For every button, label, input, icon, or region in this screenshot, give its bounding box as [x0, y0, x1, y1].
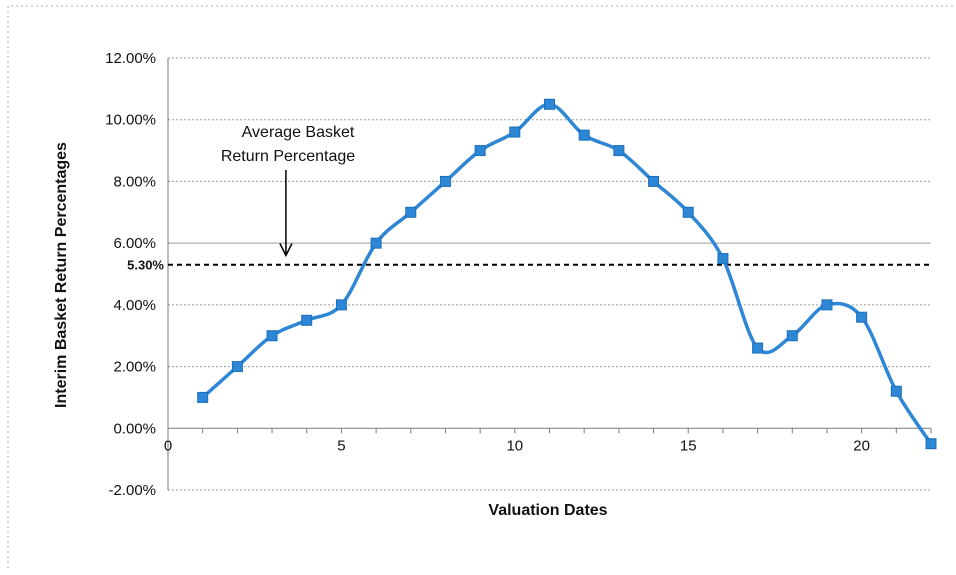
y-tick-label: 6.00% — [113, 235, 156, 252]
data-point-marker — [579, 130, 589, 140]
x-tick-label: 20 — [853, 437, 870, 454]
data-point-marker — [267, 331, 277, 341]
y-tick-label: 10.00% — [105, 112, 156, 129]
tick-labels: 12.00% 10.00% 8.00% 6.00% 4.00% 2.00% 0.00% -2.… — [105, 50, 870, 499]
x-axis-title: Valuation Dates — [488, 502, 607, 519]
y-tick-label: 2.00% — [113, 359, 156, 376]
data-point-marker — [649, 176, 659, 186]
reference-line-label: 5.30% — [127, 258, 164, 273]
data-point-marker — [683, 207, 693, 217]
data-point-marker — [891, 386, 901, 396]
y-axis-title: Interim Basket Return Percentages — [53, 142, 70, 408]
data-point-marker — [787, 331, 797, 341]
x-tick-label: 5 — [337, 437, 345, 454]
data-point-marker — [718, 254, 728, 264]
data-point-marker — [406, 207, 416, 217]
data-point-marker — [926, 439, 936, 449]
data-point-marker — [753, 343, 763, 353]
y-tick-label: 4.00% — [113, 297, 156, 314]
data-point-marker — [614, 146, 624, 156]
data-point-marker — [857, 312, 867, 322]
data-point-marker — [545, 99, 555, 109]
annotation-line-2: Return Percentage — [221, 148, 355, 165]
data-point-marker — [440, 176, 450, 186]
y-tick-label: 8.00% — [113, 173, 156, 190]
grid — [168, 58, 931, 490]
y-tick-label: -2.00% — [108, 482, 156, 499]
x-tick-label: 15 — [680, 437, 697, 454]
data-point-marker — [336, 300, 346, 310]
y-tick-label: 12.00% — [105, 50, 156, 67]
data-point-marker — [371, 238, 381, 248]
x-tick-label: 10 — [506, 437, 523, 454]
data-point-marker — [198, 392, 208, 402]
data-point-marker — [302, 315, 312, 325]
x-tick-label: 0 — [164, 437, 172, 454]
data-point-marker — [475, 146, 485, 156]
data-point-marker — [232, 362, 242, 372]
axes — [168, 58, 931, 490]
data-point-marker — [510, 127, 520, 137]
data-point-marker — [822, 300, 832, 310]
y-tick-label: 0.00% — [113, 420, 156, 437]
annotation-line-1: Average Basket — [242, 124, 355, 141]
